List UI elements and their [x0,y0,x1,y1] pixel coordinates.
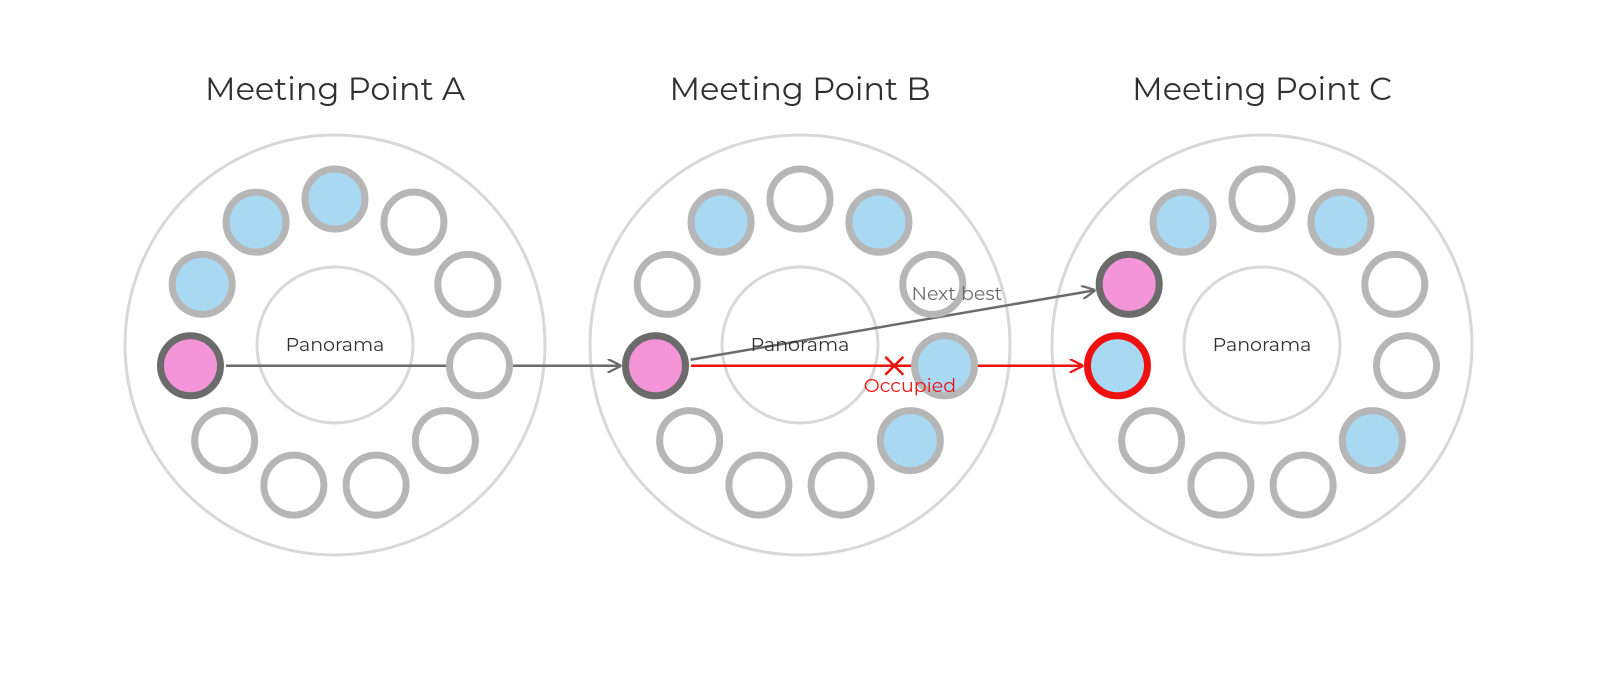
cluster-C-node-3-empty [1377,336,1437,396]
cluster-C-node-1-agent [1311,192,1371,252]
cluster-A-node-2-empty [438,254,498,314]
cluster-C-title: Meeting Point C [1132,70,1392,109]
cluster-A-node-10-agent [226,192,286,252]
cluster-B-title: Meeting Point B [669,70,930,109]
cluster-B-node-9-empty [637,254,697,314]
cluster-B-node-6-empty [729,455,789,515]
cluster-C-node-8-occupied [1087,336,1147,396]
cluster-B-node-5-empty [811,455,871,515]
cluster-B-node-1-agent [849,192,909,252]
cluster-A-node-8-self [160,336,220,396]
cluster-A-node-5-empty [346,455,406,515]
cluster-C-node-0-empty [1232,169,1292,229]
cluster-C-node-5-empty [1273,455,1333,515]
cluster-C-node-7-empty [1122,411,1182,471]
cluster-B-node-8-self [625,336,685,396]
cluster-C-node-4-agent [1342,411,1402,471]
cluster-B-node-0-empty [770,169,830,229]
cluster-A-node-9-agent [172,254,232,314]
cluster-C-node-10-agent [1153,192,1213,252]
edge-b-to-c-nextbest-label: Next best [912,282,1003,305]
cluster-C-node-2-empty [1365,254,1425,314]
cluster-A-node-1-empty [384,192,444,252]
cluster-B-node-10-agent [691,192,751,252]
diagram-canvas: Meeting Point A Panorama Meeting Point B Pa… [0,0,1600,691]
cluster-A-node-6-empty [264,455,324,515]
cluster-A-title: Meeting Point A [205,70,465,109]
cluster-C-center-label: Panorama [1213,333,1312,356]
cluster-A-center-label: Panorama [286,333,385,356]
cluster-B-center-label: Panorama [751,333,850,356]
cluster-C-node-9-self [1099,254,1159,314]
cluster-B-node-4-agent [880,411,940,471]
cluster-C-node-6-empty [1191,455,1251,515]
cluster-A-node-7-empty [195,411,255,471]
cluster-A-node-0-agent [305,169,365,229]
cluster-A-node-3-empty [450,336,510,396]
edge-b-to-c-occupied-label: Occupied [864,374,956,397]
cluster-A-node-4-empty [415,411,475,471]
cluster-B-node-7-empty [660,411,720,471]
